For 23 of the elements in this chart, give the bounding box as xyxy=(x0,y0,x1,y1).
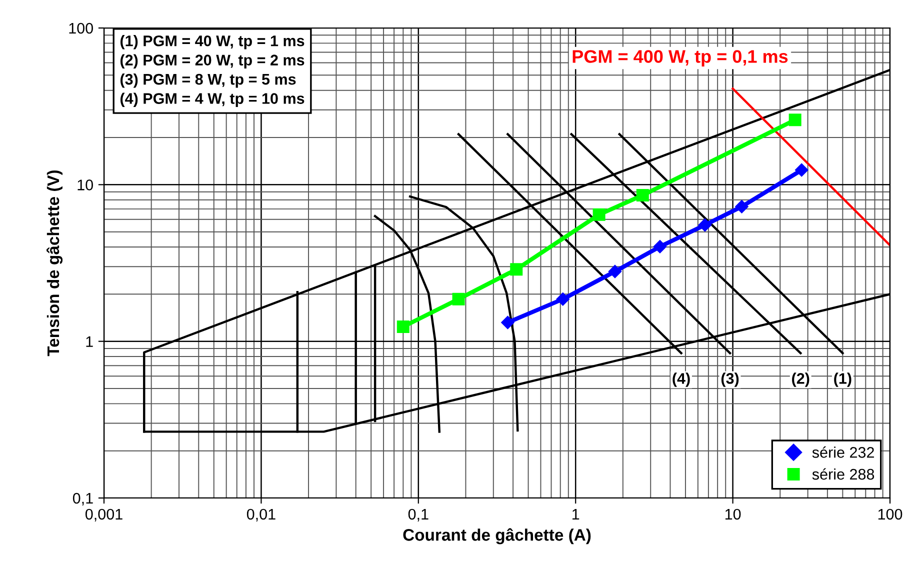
x-tick-label: 0,1 xyxy=(408,508,428,522)
legend-label: série 232 xyxy=(812,446,874,458)
x-axis-title: Courant de gâchette (A) xyxy=(403,528,591,544)
x-tick-label: 0,01 xyxy=(246,508,276,522)
annotation: (1) xyxy=(834,372,852,387)
annotation: (4) xyxy=(672,372,690,387)
y-axis-title: Tension de gâchette (V) xyxy=(46,170,63,356)
y-tick-label: 10 xyxy=(78,180,93,190)
y-tick-label: 0,1 xyxy=(72,492,93,506)
x-tick-label: 1 xyxy=(572,508,580,520)
annotation: (2) PGM = 20 W, tp = 2 ms xyxy=(120,54,304,69)
x-tick-label: 0,001 xyxy=(85,508,122,522)
annotation: (3) PGM = 8 W, tp = 5 ms xyxy=(120,74,296,88)
annotation: (4) PGM = 4 W, tp = 10 ms xyxy=(120,92,304,107)
legend-label: série 288 xyxy=(812,468,874,480)
x-tick-label: 100 xyxy=(878,508,902,520)
annotation: (2) xyxy=(792,372,810,387)
annotation: (3) xyxy=(721,372,739,387)
x-tick-label: 10 xyxy=(725,508,741,520)
y-tick-label: 100 xyxy=(69,22,93,34)
annotation: (1) PGM = 40 W, tp = 1 ms xyxy=(120,35,304,50)
annotation: PGM = 400 W, tp = 0,1 ms xyxy=(572,50,788,66)
y-tick-label: 1 xyxy=(86,336,93,347)
